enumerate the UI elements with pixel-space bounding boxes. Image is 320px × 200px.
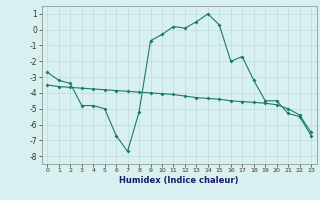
X-axis label: Humidex (Indice chaleur): Humidex (Indice chaleur) (119, 176, 239, 185)
